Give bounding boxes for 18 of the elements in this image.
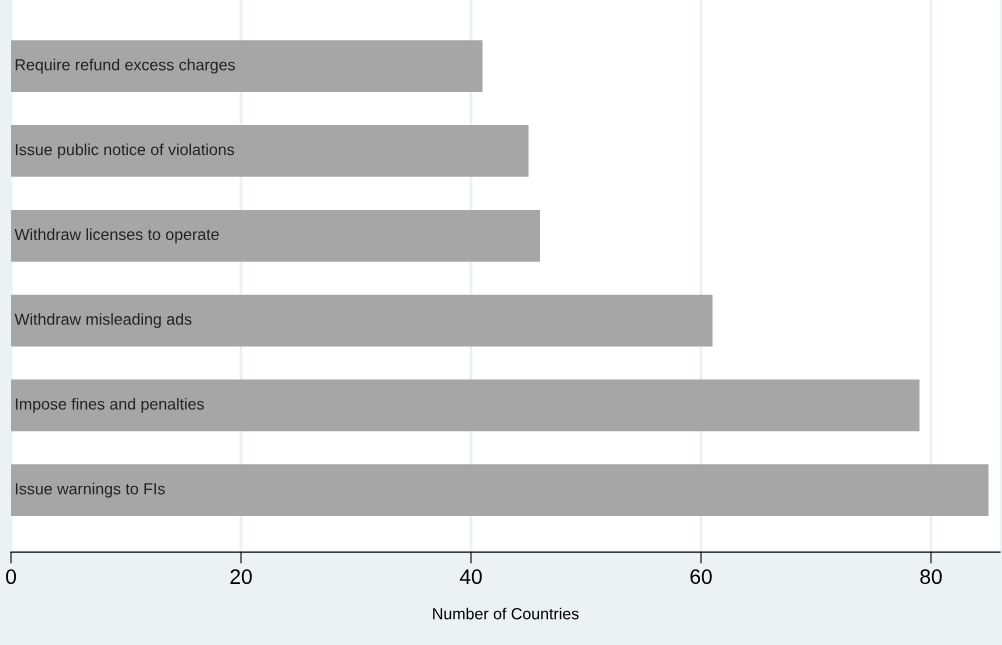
bar xyxy=(11,464,989,517)
x-tick-label: 80 xyxy=(920,569,942,585)
y-tick-label: Withdraw misleading ads xyxy=(14,313,192,329)
bar xyxy=(11,40,483,93)
y-tick-label: Issue warnings to FIs xyxy=(15,482,165,498)
bar xyxy=(11,379,920,432)
bar xyxy=(11,209,541,262)
x-tick-label: 60 xyxy=(690,569,712,585)
y-tick-label: Issue public notice of violations xyxy=(15,143,235,159)
x-tick-label: 20 xyxy=(230,569,252,585)
y-tick-label: Impose fines and penalties xyxy=(15,397,204,413)
bar xyxy=(11,294,713,347)
x-tick-label: 40 xyxy=(459,569,482,585)
x-axis-title: Number of Countries xyxy=(433,607,579,620)
bar xyxy=(11,125,529,177)
y-tick-label: Withdraw licenses to operate xyxy=(14,228,219,244)
y-tick-label: Require refund excess charges xyxy=(15,58,235,74)
x-tick-label: 0 xyxy=(6,569,16,585)
